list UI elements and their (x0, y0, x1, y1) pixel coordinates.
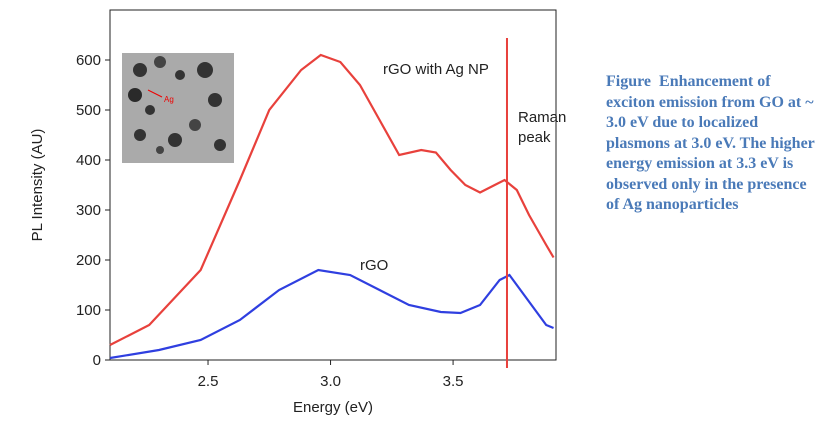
x-tick-label: 2.5 (198, 373, 219, 390)
y-tick-label: 500 (76, 102, 101, 119)
series-label: rGO (360, 257, 388, 274)
y-axis-label: PL Intensity (AU) (29, 129, 46, 242)
x-axis-label: Energy (eV) (293, 399, 373, 416)
series-label: rGO with Ag NP (383, 61, 489, 78)
inset-image (122, 53, 234, 163)
caption: Figure Enhancement of exciton emission f… (606, 73, 819, 213)
y-tick-label: 300 (76, 202, 101, 219)
annotation: Raman peak (518, 109, 567, 146)
series-line (109, 53, 555, 346)
x-tick-label: 3.0 (320, 373, 341, 390)
inset-label: Ag (164, 95, 174, 104)
series-line (109, 268, 554, 360)
y-tick-label: 600 (76, 52, 101, 69)
y-tick-label: 400 (76, 152, 101, 169)
y-tick-label: 200 (76, 252, 101, 269)
y-tick-label: 100 (76, 302, 101, 319)
y-tick-label: 0 (93, 352, 101, 369)
chart: Ag Energy (eV) PL Intensity (AU) 0 100 200… (29, 9, 557, 416)
x-tick-label: 3.5 (443, 373, 464, 390)
plot-frame (109, 9, 557, 361)
